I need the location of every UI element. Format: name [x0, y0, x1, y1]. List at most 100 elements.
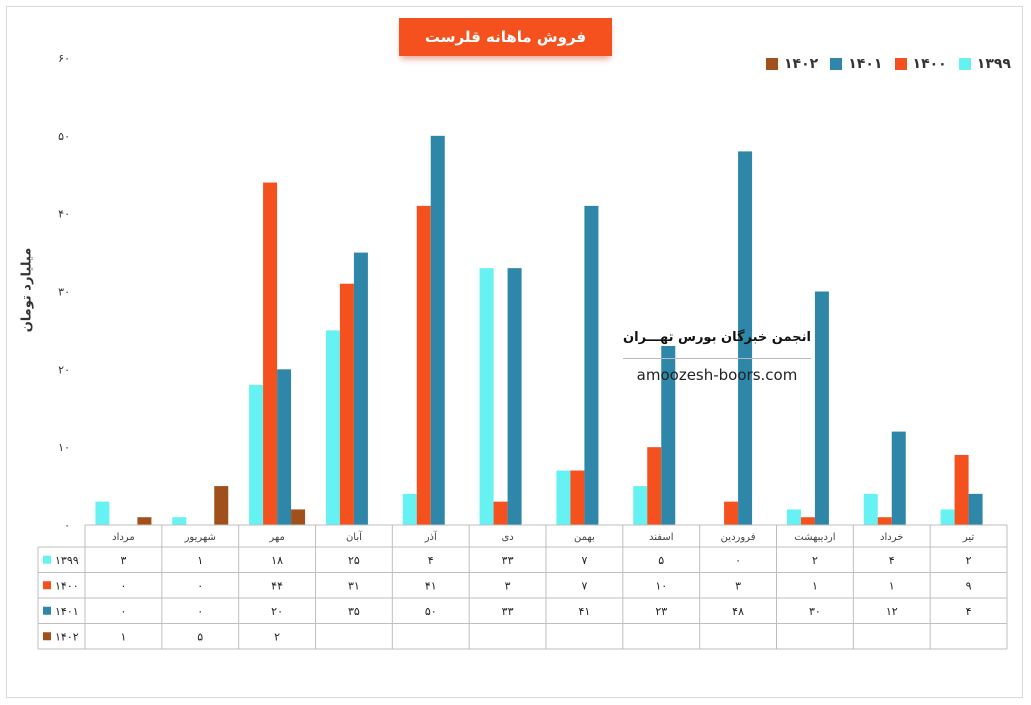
watermark-divider	[623, 358, 811, 359]
table-cell-value: ۱۰	[655, 579, 667, 592]
bar-2-8	[738, 151, 753, 525]
x-category-label: تیر	[962, 532, 975, 543]
legend-swatch-1401	[830, 58, 843, 70]
chart-title: فروش ماهانه قلرست	[399, 18, 612, 56]
bar-1-11	[954, 454, 969, 525]
legend-label-1401: ۱۴۰۱	[848, 56, 883, 72]
table-series-name: ۱۳۹۹	[55, 554, 79, 567]
table-cell-value: ۲	[966, 554, 972, 567]
table-legend-key-2	[43, 606, 51, 615]
watermark-title: انجمن خبرگان بورس تهـــران	[623, 330, 811, 345]
table-cell-value: ۱	[812, 579, 818, 592]
x-category-label: خرداد	[880, 532, 903, 543]
table-legend-key-0	[43, 555, 51, 564]
table-legend-key-3	[43, 632, 51, 641]
x-category-label: اسفند	[649, 532, 673, 543]
table-cell-value: ۰	[120, 579, 126, 592]
x-category-label: مهر	[268, 532, 284, 543]
table-cell-value: ۰	[735, 554, 741, 567]
x-category-label: مرداد	[112, 532, 135, 543]
bar-2-6	[584, 205, 599, 525]
bar-1-4	[416, 205, 431, 525]
bar-1-5	[493, 501, 508, 525]
table-series-name: ۱۴۰۱	[55, 605, 79, 618]
table-cell-value: ۳۳	[502, 554, 514, 567]
legend-label-1399: ۱۳۹۹	[976, 56, 1011, 72]
legend-label-1402: ۱۴۰۲	[784, 56, 819, 72]
table-cell-value: ۳	[735, 579, 741, 592]
table-cell-value: ۰	[120, 605, 126, 618]
bar-2-3	[353, 252, 368, 526]
table-cell-value: ۲۵	[348, 554, 360, 567]
y-tick-label: ۵۰	[58, 130, 70, 143]
bar-2-5	[507, 268, 522, 525]
legend-item-1401: ۱۴۰۱	[830, 56, 882, 72]
bar-2-10	[891, 431, 906, 525]
legend-item-1402: ۱۴۰۲	[766, 56, 818, 72]
bar-3-1	[214, 486, 229, 525]
table-cell-value: ۳۰	[809, 605, 821, 618]
table-cell-value: ۲	[812, 554, 818, 567]
table-cell-value: ۴	[889, 554, 895, 567]
x-category-label: آبان	[346, 530, 363, 543]
bar-0-10	[863, 493, 878, 525]
bar-3-2	[291, 509, 306, 525]
legend-swatch-1399	[958, 58, 971, 70]
y-tick-label: ۰	[64, 519, 70, 532]
y-tick-label: ۳۰	[58, 286, 70, 299]
table-cell-value: ۴	[966, 605, 972, 618]
bar-2-9	[814, 291, 829, 525]
bar-1-9	[800, 517, 815, 525]
bar-3-0	[137, 517, 152, 525]
table-cell-value: ۱۲	[886, 605, 898, 618]
y-tick-label: ۱۰	[58, 441, 70, 454]
table-cell-value: ۷	[581, 579, 587, 592]
table-cell-value: ۳۳	[502, 605, 514, 618]
table-cell-value: ۳۵	[348, 605, 360, 618]
bar-2-4	[430, 135, 445, 526]
table-cell-value: ۱۸	[271, 554, 283, 567]
bar-0-4	[402, 493, 417, 525]
bar-2-11	[968, 493, 983, 525]
legend-swatch-1402	[766, 58, 778, 70]
table-cell-value: ۱	[197, 554, 203, 567]
table-cell-value: ۵۰	[425, 605, 437, 618]
x-category-label: بهمن	[574, 532, 595, 543]
bar-1-2	[263, 182, 278, 526]
bar-1-6	[570, 470, 585, 525]
table-cell-value: ۷	[581, 554, 587, 567]
bar-0-2	[249, 384, 264, 525]
x-category-label: فروردین	[721, 532, 756, 543]
legend: ۱۳۹۹ ۱۴۰۰ ۱۴۰۱ ۱۴۰۲	[766, 54, 1011, 74]
table-series-name: ۱۴۰۲	[55, 630, 79, 643]
bar-0-9	[786, 509, 801, 525]
y-tick-label: ۶۰	[58, 52, 70, 65]
y-tick-label: ۴۰	[58, 208, 70, 221]
table-series-name: ۱۴۰۰	[55, 579, 79, 592]
table-cell-value: ۱	[889, 579, 895, 592]
table-cell-value: ۴	[428, 554, 434, 567]
table-cell-value: ۹	[966, 579, 972, 592]
legend-item-1400: ۱۴۰۰	[894, 56, 947, 72]
watermark-url: amoozesh-boors.com	[636, 366, 798, 384]
table-cell-value: ۲	[274, 630, 280, 643]
bar-0-6	[556, 470, 571, 525]
table-cell-value: ۵	[197, 630, 203, 643]
bar-1-8	[724, 501, 739, 525]
table-cell-value: ۲۰	[271, 605, 283, 618]
bar-1-3	[339, 283, 354, 525]
bar-0-5	[479, 268, 494, 525]
table-cell-value: ۴۱	[425, 579, 437, 592]
bar-0-0	[95, 501, 110, 525]
y-tick-label: ۲۰	[58, 363, 70, 376]
table-cell-value: ۲۳	[655, 605, 667, 618]
table-cell-value: ۵	[658, 554, 664, 567]
table-cell-value: ۳	[505, 579, 511, 592]
legend-label-1400: ۱۴۰۰	[912, 56, 947, 72]
table-cell-value: ۱	[120, 630, 126, 643]
x-category-label: شهریور	[184, 532, 216, 543]
bar-2-7	[661, 345, 676, 525]
bar-0-1	[172, 517, 187, 525]
legend-swatch-1400	[894, 58, 907, 70]
